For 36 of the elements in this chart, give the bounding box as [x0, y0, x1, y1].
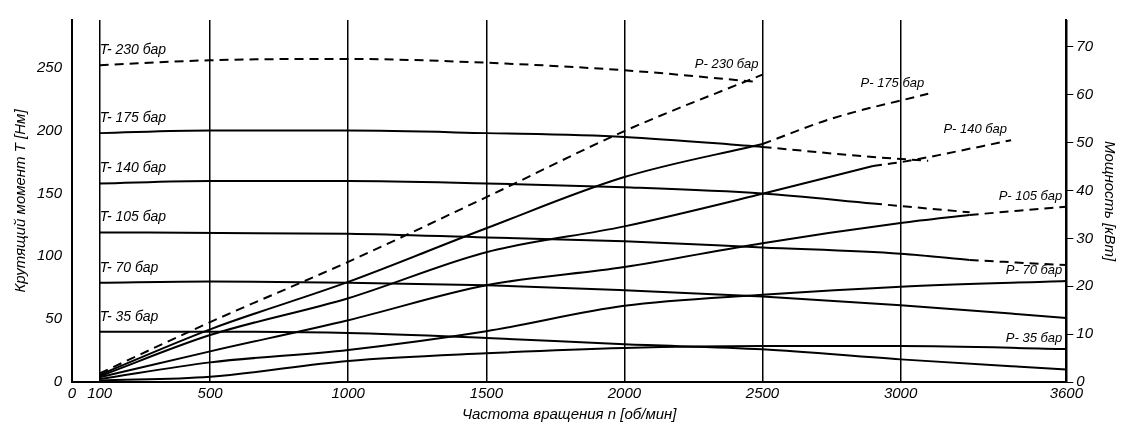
series-label: P- 175 бар: [860, 74, 925, 90]
y-tick-label: 150: [37, 183, 63, 201]
x-tick-label: 500: [197, 384, 224, 402]
y2-tick-label: 10: [1076, 324, 1094, 342]
y2-tick-label: 70: [1076, 36, 1094, 54]
y2-axis-title: Мощность [кВт]: [1101, 140, 1119, 262]
y-tick-label: 200: [36, 120, 63, 138]
x-axis-title: Частота вращения n [об/мин]: [461, 405, 678, 423]
y2-tick-label: 20: [1075, 276, 1094, 294]
series-label: P- 35 бар: [1005, 330, 1063, 346]
series-label: T- 105 бар: [99, 208, 167, 225]
y-tick-label: 100: [37, 246, 63, 264]
series-label: T- 230 бар: [99, 41, 167, 58]
series-label: P- 105 бар: [998, 187, 1063, 203]
y-tick-label: 250: [36, 57, 63, 75]
y2-tick-label: 40: [1076, 180, 1094, 198]
series-label: T- 35 бар: [99, 307, 159, 324]
series-label: P- 230 бар: [694, 55, 759, 71]
x-tick-label: 1000: [331, 384, 366, 402]
y-axis-title: Крутящий момент T [Нм]: [11, 108, 29, 293]
series-label: T- 70 бар: [99, 258, 159, 275]
x-tick-label: 2500: [744, 384, 780, 402]
x-tick-label: 100: [87, 384, 113, 402]
y2-tick-label: 30: [1076, 228, 1094, 246]
y2-tick-label: 50: [1076, 132, 1094, 150]
y2-tick-label: 60: [1076, 84, 1094, 102]
x-tick-label: 0: [67, 384, 77, 402]
y-tick-label: 0: [53, 372, 63, 390]
series-label: T- 140 бар: [99, 159, 167, 176]
series-label: T- 175 бар: [99, 109, 167, 126]
x-tick-label: 1500: [469, 384, 504, 402]
x-tick-label: 3000: [883, 384, 918, 402]
y-tick-label: 50: [45, 309, 63, 327]
series-label: P- 140 бар: [943, 121, 1008, 137]
series-label: P- 70 бар: [1005, 262, 1063, 278]
x-tick-label: 2000: [606, 384, 642, 402]
